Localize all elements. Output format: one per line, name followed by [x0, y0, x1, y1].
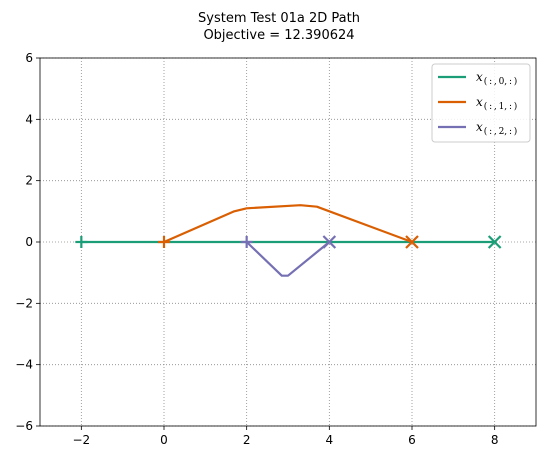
- x-tick-label: 0: [160, 433, 168, 447]
- legend-label-main: x: [476, 120, 483, 134]
- series-line: [163, 204, 413, 244]
- x-tick-label: 6: [408, 433, 416, 447]
- y-tick-label: 0: [25, 235, 33, 249]
- end-marker-stroke-b: [322, 235, 337, 249]
- y-axis-ticks: −6 −4 −2 0 2 4 6: [15, 51, 40, 433]
- chart-subtitle: Objective = 12.390624: [203, 28, 354, 43]
- series-lines: [81, 204, 495, 277]
- y-tick-label: −6: [15, 419, 33, 433]
- end-marker: [322, 235, 337, 249]
- legend-label-main: x: [476, 70, 483, 84]
- chart-title: System Test 01a 2D Path: [198, 11, 360, 26]
- legend-label: x( : , 2, : ): [476, 120, 517, 137]
- start-marker: [240, 236, 253, 248]
- legend-box: [431, 63, 531, 143]
- end-marker-stroke-b: [405, 235, 419, 249]
- y-tick-label: 6: [25, 51, 33, 65]
- x-tick-label: −2: [72, 433, 90, 447]
- y-tick-label: −4: [15, 358, 33, 372]
- legend: x( : , 0, : )x( : , 1, : )x( : , 2, : ): [431, 63, 531, 143]
- start-marker: [158, 236, 170, 248]
- end-marker: [405, 235, 419, 249]
- y-tick-label: −2: [15, 296, 33, 310]
- legend-label-subscript: ( : , 1, : ): [484, 101, 518, 112]
- legend-label-main: x: [476, 95, 483, 109]
- y-tick-label: 4: [25, 112, 33, 126]
- x-tick-label: 8: [491, 433, 499, 447]
- x-tick-label: 2: [243, 433, 251, 447]
- start-marker: [75, 236, 88, 248]
- path-markers: [75, 235, 502, 249]
- legend-label-subscript: ( : , 2, : ): [484, 126, 518, 137]
- x-axis-ticks: −2 0 2 4 6 8: [72, 426, 498, 447]
- y-tick-label: 2: [25, 174, 33, 188]
- series-line: [245, 241, 330, 277]
- legend-label: x( : , 0, : ): [476, 70, 517, 87]
- end-marker: [487, 235, 502, 249]
- end-marker-stroke-b: [487, 235, 502, 249]
- legend-label: x( : , 1, : ): [476, 95, 517, 112]
- legend-label-subscript: ( : , 0, : ): [484, 76, 518, 87]
- x-tick-label: 4: [326, 433, 334, 447]
